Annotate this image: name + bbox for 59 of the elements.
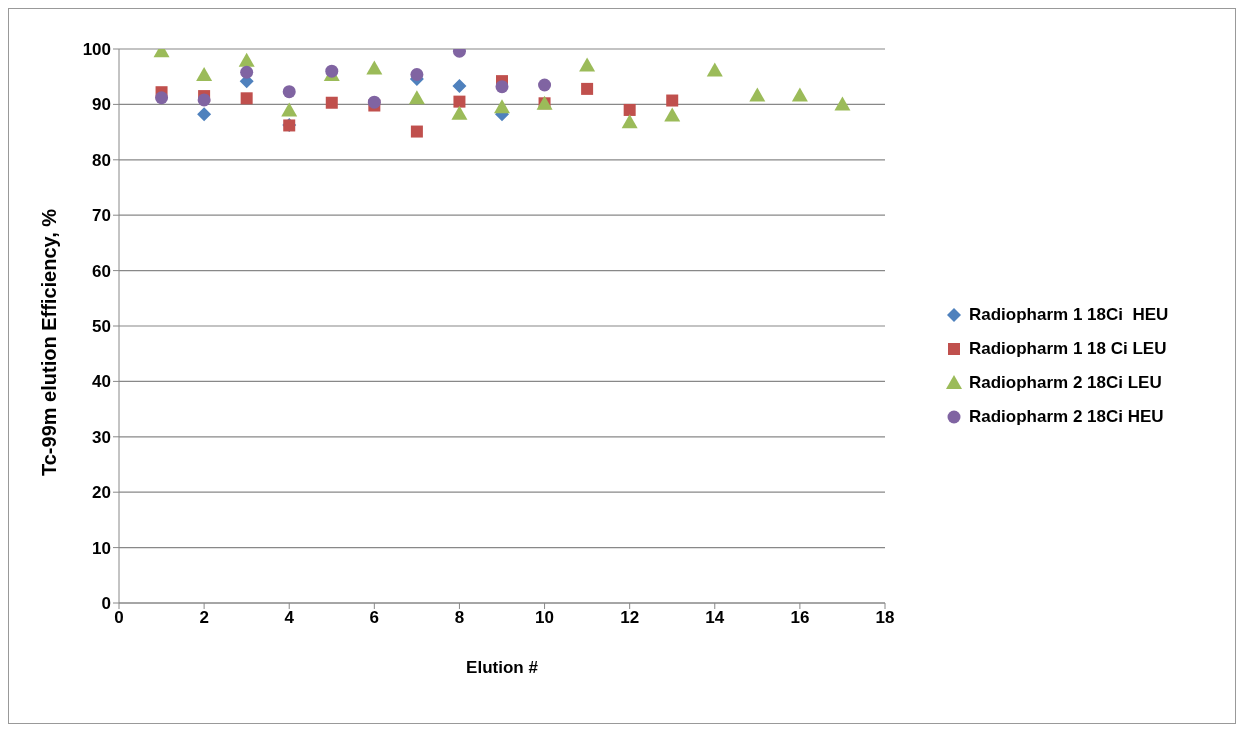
y-tick-label: 100 [82, 40, 111, 60]
point [664, 107, 681, 122]
y-tick-label: 40 [92, 372, 111, 392]
point [325, 96, 338, 109]
point [623, 103, 636, 116]
x-tick-label: 2 [199, 608, 209, 628]
x-tick-label: 16 [790, 608, 810, 628]
legend-label: Radiopharm 2 18Ci LEU [969, 373, 1162, 393]
point [410, 67, 424, 81]
point [579, 57, 596, 72]
x-tick-label: 4 [284, 608, 295, 628]
x-tick-label: 8 [454, 608, 465, 628]
point [325, 64, 339, 78]
x-axis-title: Elution # [466, 658, 539, 677]
point [495, 80, 509, 94]
point [706, 62, 723, 77]
y-tick-label: 10 [92, 538, 111, 558]
x-tick-label: 12 [620, 608, 640, 628]
legend-label: Radiopharm 2 18Ci HEU [969, 407, 1164, 427]
point [791, 87, 808, 102]
x-tick-label: 10 [535, 608, 555, 628]
y-tick-label: 80 [92, 150, 111, 170]
y-tick-label: 0 [101, 594, 111, 614]
legend-label: Radiopharm 1 18Ci HEU [969, 305, 1169, 325]
point [238, 52, 255, 67]
point [581, 82, 594, 95]
y-tick-label: 20 [92, 483, 111, 503]
y-tick-label: 70 [92, 206, 111, 226]
y-tick-label: 50 [92, 317, 111, 337]
y-tick-label: 30 [92, 427, 111, 447]
x-tick-label: 6 [369, 608, 380, 628]
point [453, 95, 466, 108]
point [281, 102, 298, 117]
point [451, 105, 468, 120]
legend-label: Radiopharm 1 18 Ci LEU [969, 339, 1167, 359]
point [367, 95, 381, 109]
point [197, 107, 212, 122]
x-tick-label: 18 [875, 608, 895, 628]
point [366, 60, 383, 75]
point [282, 85, 296, 99]
point [834, 96, 851, 111]
point [452, 79, 467, 94]
y-tick-label: 90 [92, 95, 111, 115]
point [240, 92, 253, 105]
y-tick-label: 60 [92, 261, 111, 281]
point [410, 125, 423, 138]
point [196, 67, 213, 82]
point [621, 114, 638, 129]
point [240, 65, 254, 79]
x-tick-label: 14 [705, 608, 725, 628]
point [666, 94, 679, 107]
point [494, 99, 510, 114]
point [749, 87, 766, 102]
point [408, 90, 425, 105]
point [155, 91, 169, 105]
point [197, 93, 211, 107]
point [538, 78, 552, 92]
x-tick-label: 0 [114, 608, 124, 628]
y-axis-title: Tc-99m elution Efficiency, % [38, 208, 61, 476]
